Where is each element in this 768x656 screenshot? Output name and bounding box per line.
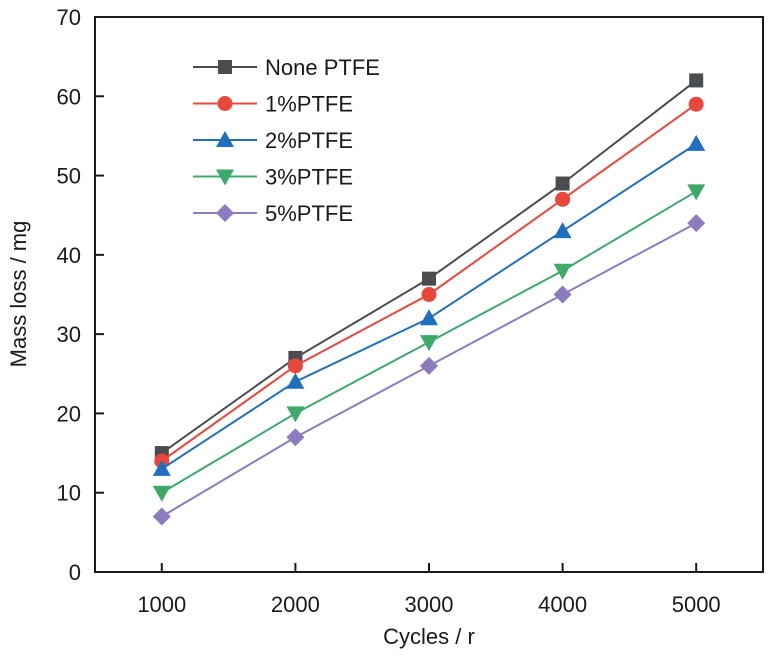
y-tick-label: 60 [57,84,81,109]
y-tick-label: 0 [69,560,81,585]
data-point [688,96,704,112]
x-tick-label: 1000 [137,592,186,617]
legend-label: 2%PTFE [265,128,353,153]
series-5-ptfe [152,214,706,526]
legend-item: 3%PTFE [193,165,353,190]
data-point [420,356,438,375]
data-point [286,428,305,447]
data-point [152,507,171,526]
data-point [555,176,570,191]
y-tick-label: 50 [57,164,81,189]
data-point [420,335,438,352]
x-tick-label: 5000 [672,592,721,617]
data-point [286,372,305,389]
y-tick-label: 20 [57,401,81,426]
legend-item: 2%PTFE [193,128,353,153]
legend-item: 1%PTFE [193,92,353,117]
y-tick-label: 10 [57,481,81,506]
y-tick-label: 70 [57,5,81,30]
data-point [421,287,437,302]
series-layer [152,73,706,526]
x-axis-title: Cycles / r [383,624,475,649]
legend-item: 5%PTFE [193,201,353,226]
axis-ticks: 0 10 20 30 40 50 60 70 1000 2000 3000 4000 5000 [57,5,721,617]
legend-marker-square-icon [218,60,232,74]
legend-marker-circle-icon [217,96,233,111]
legend-label: 1%PTFE [265,92,353,117]
y-axis-title: Mass loss / mg [6,221,31,368]
data-point [287,358,303,374]
data-point [553,222,572,239]
data-point [553,263,572,280]
legend-marker-diamond-icon [216,204,234,222]
data-point [687,184,706,201]
legend-label: 5%PTFE [265,201,353,226]
legend-label: None PTFE [265,55,380,80]
data-point [152,485,171,502]
legend-marker-triangle-up-icon [216,131,234,147]
data-point [422,271,436,286]
data-point [555,191,571,207]
series-3-ptfe [152,184,706,502]
data-point [152,459,171,476]
data-point [553,285,572,304]
legend-item: None PTFE [193,55,380,80]
series-line [161,143,697,470]
x-tick-label: 2000 [271,592,320,617]
series-2-ptfe [152,134,706,476]
x-tick-label: 3000 [405,592,454,617]
data-point [286,406,305,423]
data-point [687,134,706,151]
x-tick-label: 4000 [538,592,587,617]
legend-label: 3%PTFE [265,165,353,190]
legend: None PTFE 1%PTFE 2%PTFE 3%PTFE 5%PTFE [193,55,380,226]
data-point [689,73,704,88]
series-none-ptfe [154,73,704,461]
legend-marker-triangle-down-icon [216,169,234,186]
series-1-ptfe [154,96,704,469]
data-point [420,309,438,326]
data-point [687,214,706,233]
y-tick-label: 30 [57,322,81,347]
y-tick-label: 40 [57,243,81,268]
